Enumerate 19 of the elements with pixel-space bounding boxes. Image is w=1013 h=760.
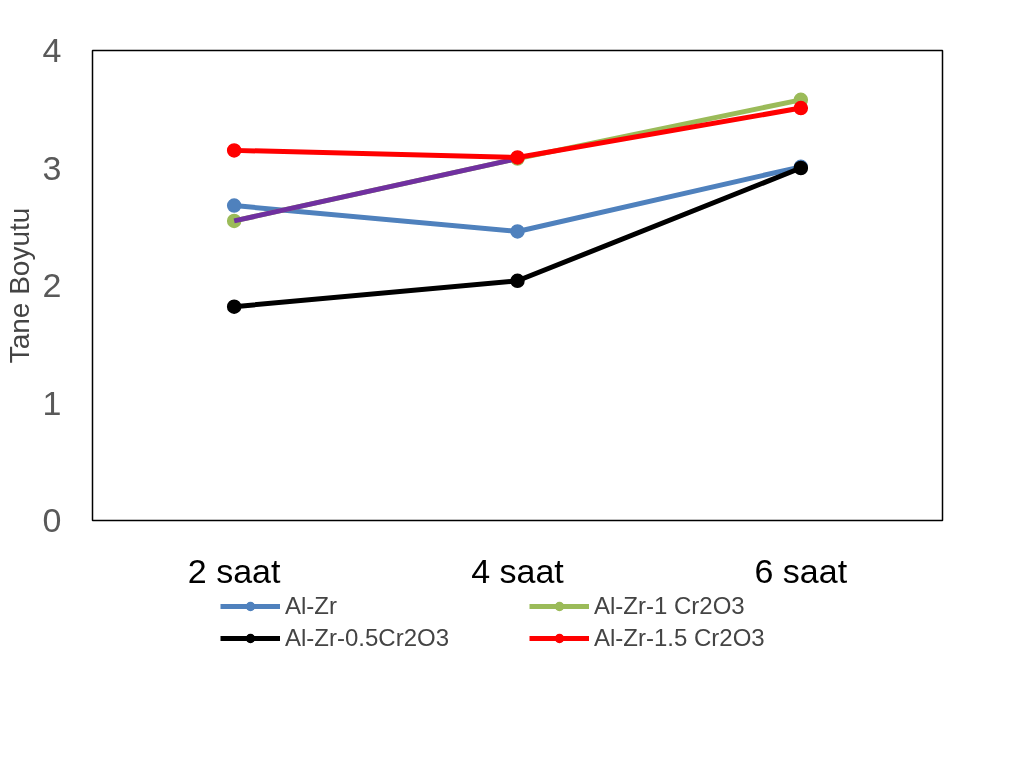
y-axis-title: Tane Boyutu bbox=[3, 207, 35, 364]
y-tick-label: 0 bbox=[42, 501, 62, 539]
legend-label: Al-Zr-0.5Cr2O3 bbox=[284, 624, 450, 652]
y-tick-label: 3 bbox=[42, 148, 62, 187]
x-tick-label: 4 saat bbox=[471, 551, 565, 590]
point bbox=[793, 100, 809, 116]
y-tick-label: 2 bbox=[42, 266, 62, 304]
point bbox=[510, 273, 525, 289]
legend-label: Al-Zr bbox=[284, 592, 338, 620]
point bbox=[226, 143, 242, 158]
point bbox=[510, 224, 525, 239]
y-tick-label: 1 bbox=[42, 383, 62, 422]
legend-label: Al-Zr-1.5 Cr2O3 bbox=[593, 624, 766, 652]
legend-label: Al-Zr-1 Cr2O3 bbox=[593, 592, 746, 620]
x-tick-label: 2 saat bbox=[187, 551, 282, 590]
point bbox=[226, 299, 242, 314]
x-tick-label: 6 saat bbox=[754, 551, 848, 590]
point bbox=[226, 198, 242, 213]
y-tick-label: 4 bbox=[42, 31, 62, 69]
